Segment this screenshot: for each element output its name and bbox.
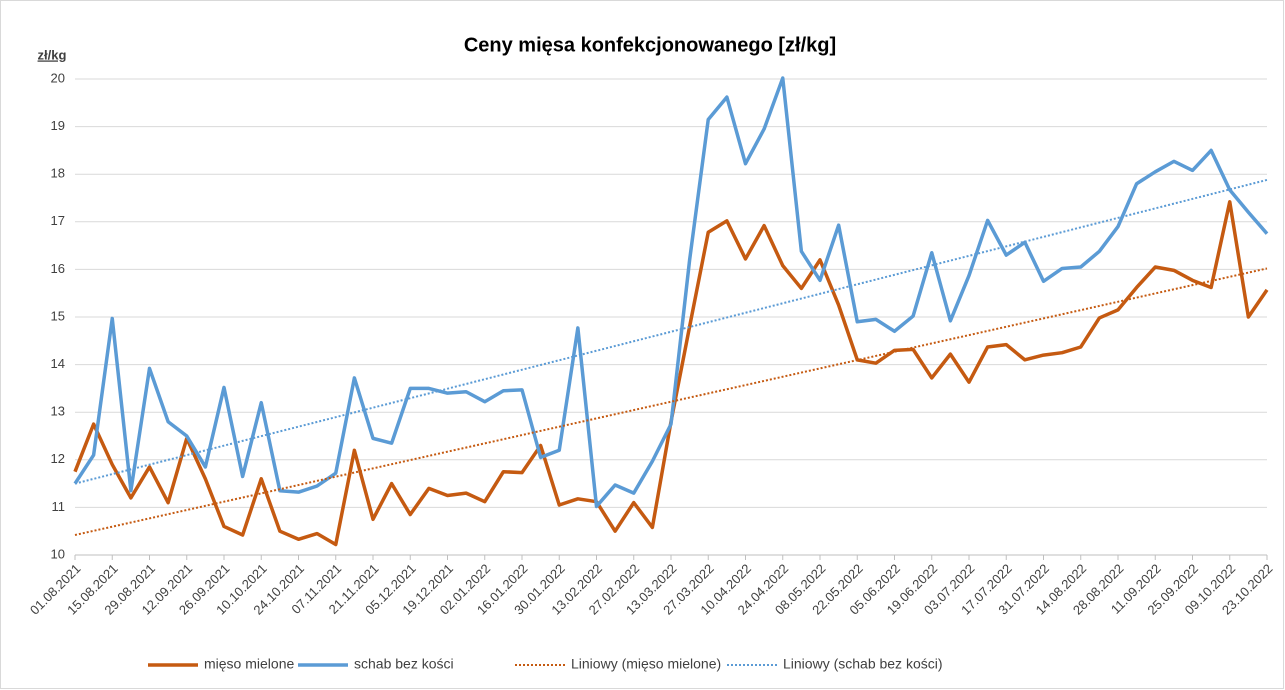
legend-label: Liniowy (mięso mielone) [571,656,721,672]
y-tick-label: 12 [51,451,65,466]
y-axis-label: zł/kg [38,47,67,62]
y-tick-label: 14 [51,356,65,371]
series-line [73,76,1269,509]
y-tick-label: 11 [52,499,66,514]
trend-line [74,267,1268,536]
y-tick-label: 19 [51,118,65,133]
y-tick-label: 17 [51,213,65,228]
y-tick-label: 13 [51,404,65,419]
y-tick-label: 10 [51,546,65,561]
legend-label: mięso mielone [204,656,294,672]
y-tick-label: 15 [51,308,65,323]
chart-title: Ceny mięsa konfekcjonowanego [zł/kg] [464,34,836,56]
y-tick-label: 16 [51,261,65,276]
y-tick-label: 20 [51,70,65,85]
legend-label: Liniowy (schab bez kości) [783,656,943,672]
legend-label: schab bez kości [354,656,454,672]
trend-line [74,178,1268,485]
y-tick-label: 18 [51,166,65,181]
